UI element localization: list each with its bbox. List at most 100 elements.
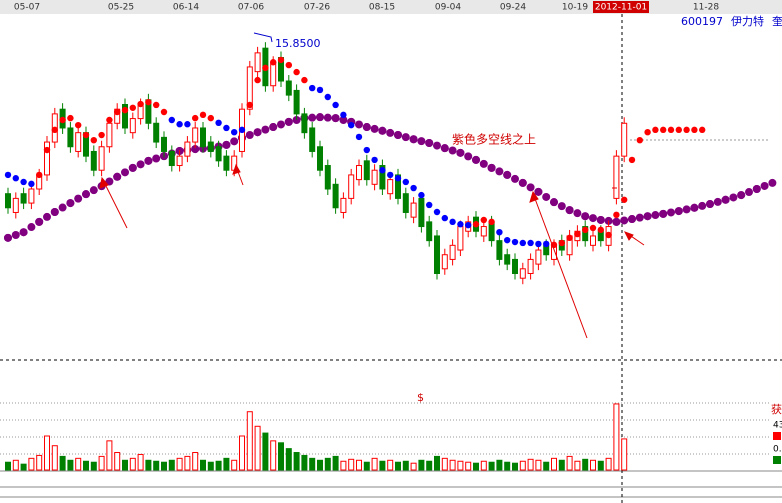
volume-bar [356, 459, 362, 471]
volume-bar [317, 459, 323, 471]
volume-bar [184, 455, 191, 471]
volume-bar [5, 461, 11, 471]
trend-dot [543, 240, 550, 248]
ma-point-fill [440, 144, 449, 153]
volume-bar [496, 459, 503, 471]
volume-bar [574, 460, 581, 471]
candle [332, 183, 339, 209]
date-label: 08-15 [369, 3, 395, 13]
ma-point-fill [253, 128, 262, 137]
ma-point-fill [331, 114, 340, 123]
ma-point-fill [612, 217, 621, 226]
candle [285, 80, 292, 96]
trend-dot [137, 100, 144, 108]
volume-bar [301, 454, 308, 471]
date-label: 09-04 [435, 3, 461, 13]
ma-point-fill [323, 113, 332, 122]
candle [67, 127, 74, 148]
trend-dot [332, 101, 339, 109]
side-label: 获 [771, 403, 782, 416]
volume-bar [59, 455, 66, 471]
candle [223, 155, 230, 171]
ma-point-fill [643, 212, 652, 221]
candle [5, 193, 11, 209]
volume-bar [621, 438, 628, 471]
trend-dot [519, 239, 526, 247]
candle [441, 254, 448, 270]
ma-point-fill [472, 155, 480, 164]
candle [613, 155, 620, 199]
candle [246, 66, 253, 110]
trend-dot [262, 64, 269, 72]
volume-bar [519, 460, 526, 471]
ma-point-fill [43, 212, 51, 221]
candle [496, 240, 503, 260]
volume-bar [488, 461, 495, 471]
volume-bar [590, 459, 596, 471]
candle [504, 254, 511, 265]
ma-point-fill [745, 188, 753, 197]
candle [356, 165, 362, 181]
trend-dot [285, 61, 292, 69]
ma-point-fill [284, 117, 293, 126]
trend-dot [67, 114, 74, 122]
ma-point-fill [113, 172, 122, 181]
trend-dot [160, 108, 168, 116]
volume-bar [215, 460, 222, 471]
volume-bar [114, 452, 121, 471]
volume-bar [551, 457, 557, 471]
candle [20, 193, 27, 204]
volume-bar [207, 461, 214, 471]
candle [176, 155, 183, 167]
ma-point-fill [261, 125, 270, 134]
ma-point-fill [136, 160, 145, 169]
trend-dot [270, 59, 277, 66]
trend-dot [51, 126, 58, 134]
candle [480, 226, 487, 237]
volume-bar [176, 457, 183, 471]
ma-point-fill [409, 135, 418, 144]
candle [184, 141, 191, 157]
volume-bar [441, 457, 448, 471]
ma-point-fill [479, 159, 488, 168]
trend-dot [394, 175, 402, 182]
trend-dot [472, 221, 480, 228]
ma-point-fill [628, 215, 636, 224]
trend-dot [355, 133, 363, 141]
trend-dot [691, 126, 698, 134]
candle [379, 165, 386, 190]
trend-dot [129, 104, 136, 111]
trend-dot [4, 171, 12, 179]
trend-dot [387, 171, 394, 179]
side-label: 43 [773, 421, 782, 431]
volume-bar [449, 459, 456, 471]
ma-point-fill [121, 168, 129, 177]
bottom-lines [0, 470, 782, 498]
ma-point-fill [370, 124, 379, 133]
candle [434, 235, 440, 274]
ma-point-fill [495, 167, 504, 176]
ma-point-fill [659, 209, 668, 218]
trend-dot [28, 180, 35, 188]
volume-bar [239, 435, 245, 471]
ma-point-fill [620, 216, 629, 225]
ma-point-fill [487, 163, 496, 172]
ma-point-fill [292, 115, 301, 124]
ma-point-fill [50, 208, 59, 217]
ma-point-fill [144, 156, 153, 165]
trend-dot [574, 230, 581, 238]
ma-point-fill [511, 174, 519, 183]
candle [309, 127, 316, 152]
candle [519, 268, 526, 279]
ma-point-fill [27, 223, 36, 232]
volume-bar [566, 455, 573, 471]
candle [215, 146, 222, 162]
candle [161, 136, 167, 152]
trend-dot [496, 228, 503, 236]
volume-bar [161, 461, 167, 471]
volume-bar [402, 460, 409, 471]
volume-bar [473, 462, 479, 471]
volume-bar [512, 462, 518, 471]
trend-dot [75, 121, 82, 129]
ma-point-fill [191, 145, 200, 154]
